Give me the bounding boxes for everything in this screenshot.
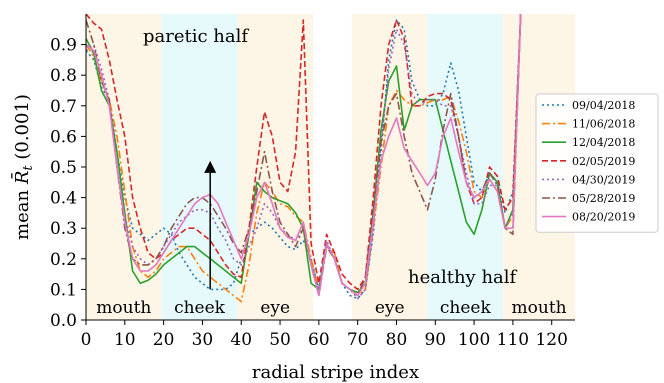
legend-box — [535, 93, 659, 233]
series-layer — [86, 13, 522, 303]
legend-label-3: 02/05/2019 — [572, 155, 635, 168]
y-tick-label-1: 0.1 — [50, 280, 77, 300]
x-tick-label-8: 80 — [386, 330, 408, 350]
x-tick-label-7: 70 — [347, 330, 369, 350]
legend-label-2: 12/04/2018 — [572, 136, 635, 149]
y-tick-label-2: 0.2 — [50, 250, 77, 270]
x-axis-label: radial stripe index — [252, 362, 419, 383]
series-line-3 — [86, 13, 522, 291]
y-axis-label-suffix: (0.001) — [12, 94, 33, 165]
series-line-6 — [86, 13, 522, 297]
region-label-3: eye — [375, 298, 405, 318]
y-tick-label-7: 0.7 — [50, 97, 77, 117]
x-tick-label-1: 10 — [114, 330, 136, 350]
region-band-3 — [351, 14, 428, 320]
y-axis-label-prefix: mean — [12, 184, 33, 240]
y-tick-label-5: 0.5 — [50, 158, 77, 178]
x-tick-label-9: 90 — [424, 330, 446, 350]
y-tick-label-4: 0.4 — [50, 189, 77, 209]
x-tick-label-5: 50 — [269, 330, 291, 350]
x-tick-label-10: 100 — [458, 330, 490, 350]
region-label-4: cheek — [440, 298, 492, 318]
x-tick-label-0: 0 — [81, 330, 92, 350]
y-axis-label-symbol: R̄ — [10, 171, 33, 186]
axes-layer: 0 10 20 30 40 50 60 70 80 90 100 110 120 0.0 0.1 0.2 0.3… — [50, 14, 575, 350]
region-label-2: eye — [260, 298, 290, 318]
y-axis-label-subscript: t — [21, 165, 36, 171]
x-tick-label-3: 30 — [192, 330, 214, 350]
y-tick-label-8: 0.8 — [50, 66, 77, 86]
legend: 09/04/2018 11/06/2018 12/04/2018 02/05/2019… — [535, 93, 659, 233]
x-tick-label-4: 40 — [230, 330, 252, 350]
x-tick-label-6: 60 — [308, 330, 330, 350]
y-tick-label-0: 0.0 — [50, 311, 77, 331]
healthy-half-label: healthy half — [408, 267, 518, 288]
y-tick-label-6: 0.6 — [50, 127, 77, 147]
x-tick-label-2: 20 — [153, 330, 175, 350]
legend-label-6: 08/20/2019 — [572, 211, 635, 224]
legend-label-5: 05/28/2019 — [572, 192, 635, 205]
legend-label-4: 04/30/2019 — [572, 173, 635, 186]
labels-layer: radial stripe index mean R̄t (0.001) mouth… — [10, 26, 567, 383]
legend-label-1: 11/06/2018 — [572, 118, 635, 131]
region-label-1: cheek — [174, 298, 226, 318]
y-tick-label-3: 0.3 — [50, 219, 77, 239]
y-tick-label-9: 0.9 — [50, 36, 77, 56]
series-line-5 — [86, 13, 522, 297]
legend-label-0: 09/04/2018 — [572, 99, 635, 112]
y-axis-label: mean R̄t (0.001) — [10, 94, 36, 240]
region-label-5: mouth — [512, 298, 567, 318]
region-label-0: mouth — [96, 298, 151, 318]
region-band-1 — [161, 14, 238, 320]
paretic-half-label: paretic half — [143, 26, 249, 47]
x-tick-label-12: 120 — [535, 330, 567, 350]
x-tick-label-11: 110 — [497, 330, 529, 350]
